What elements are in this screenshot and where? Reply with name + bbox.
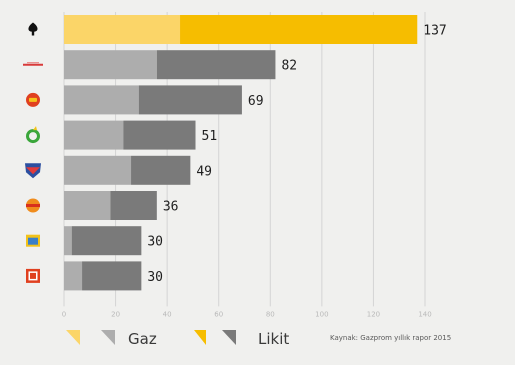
total-logo-icon [25, 163, 41, 179]
bar-gaz [64, 261, 83, 291]
legend-likit-grey-swatch [222, 330, 236, 345]
bar-likit [156, 50, 276, 80]
value-label: 36 [163, 200, 179, 215]
value-label: 137 [423, 24, 446, 39]
bar-gaz [64, 50, 157, 80]
eni-logo-icon [26, 268, 40, 283]
bar-likit [123, 120, 196, 150]
bar-gaz [64, 85, 139, 115]
x-tick-label: 80 [266, 310, 275, 318]
legend-gaz-label: Gaz [128, 330, 157, 348]
bp-logo-icon [26, 126, 40, 144]
x-tick-label: 120 [367, 310, 380, 318]
value-label: 51 [202, 129, 218, 144]
gazprom-logo-icon [26, 198, 40, 213]
chevron-logo-icon [26, 92, 40, 107]
x-tick-label: 60 [214, 310, 223, 318]
x-tick-label: 40 [163, 310, 172, 318]
value-label: 49 [196, 164, 212, 179]
bar-likit [138, 85, 242, 115]
bar-likit [180, 15, 418, 44]
legend-likit-label: Likit [258, 330, 289, 348]
bar-gaz [64, 226, 72, 256]
source-note: Kaynak: Gazprom yıllık rapor 2015 [330, 334, 451, 342]
bar-likit [131, 155, 191, 185]
legend-gaz-yellow-swatch [66, 330, 80, 345]
bar-likit [71, 226, 142, 256]
exxonmobil-logo-icon [23, 62, 43, 66]
bar-gaz [64, 155, 132, 185]
bar-likit [110, 191, 157, 220]
legend-gaz-grey-swatch [101, 330, 115, 345]
value-label: 82 [281, 59, 297, 74]
value-label: 30 [147, 235, 163, 250]
shell-logo-icon [28, 22, 38, 36]
bar-gaz [64, 120, 124, 150]
value-label: 30 [147, 270, 163, 285]
bars [64, 15, 418, 291]
legend: Gaz Likit [66, 330, 289, 348]
x-tick-label: 100 [315, 310, 328, 318]
bar-gaz [64, 15, 181, 44]
x-tick-label: 20 [111, 310, 120, 318]
legend-likit-yellow-swatch [194, 330, 206, 345]
x-tick-label: 140 [418, 310, 431, 318]
conocophillips-logo-icon [26, 234, 40, 247]
x-tick-label: 0 [62, 310, 66, 318]
value-label: 69 [248, 94, 264, 109]
value-labels: 137 82 69 51 49 36 30 30 [147, 24, 446, 285]
bar-gaz [64, 191, 111, 220]
x-axis-ticks: 0 20 40 60 80 100 120 140 [62, 310, 432, 318]
company-logos [23, 22, 43, 283]
bar-likit [82, 261, 142, 291]
